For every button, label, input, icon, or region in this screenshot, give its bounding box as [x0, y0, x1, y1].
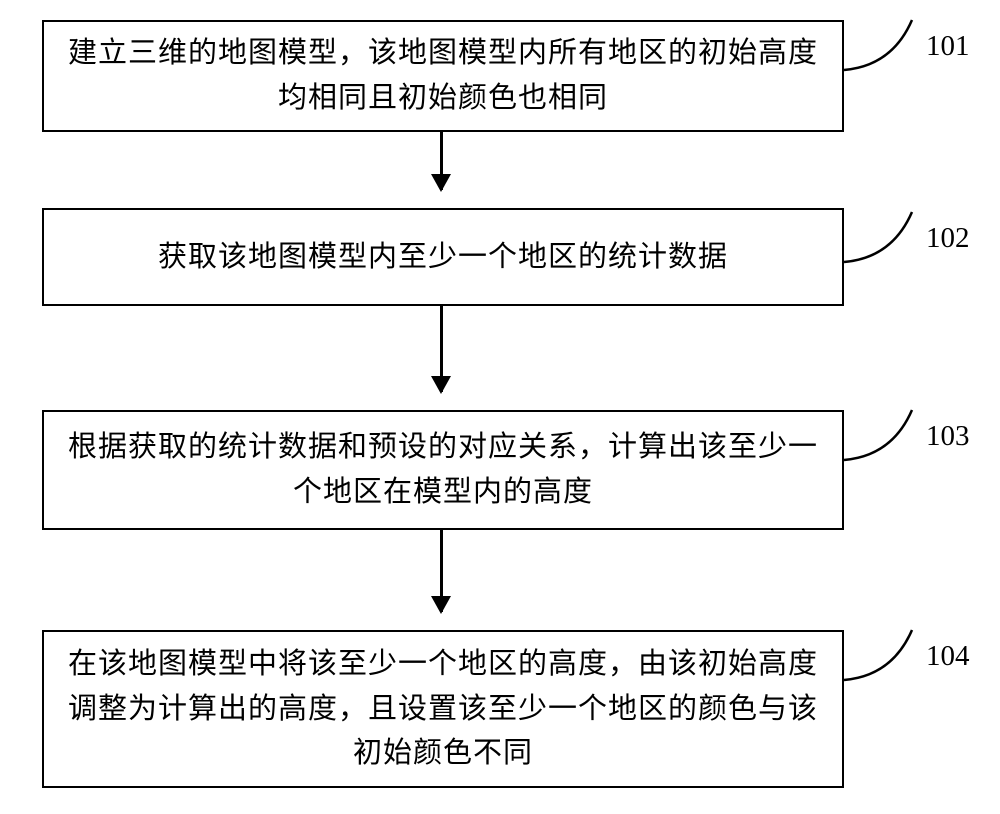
step-box-102: 获取该地图模型内至少一个地区的统计数据 — [42, 208, 844, 306]
step-box-104: 在该地图模型中将该至少一个地区的高度，由该初始高度调整为计算出的高度，且设置该至… — [42, 630, 844, 788]
label-103: 103 — [926, 420, 970, 453]
label-104: 104 — [926, 640, 970, 673]
arrow-2-3 — [440, 306, 443, 392]
step-text: 在该地图模型中将该至少一个地区的高度，由该初始高度调整为计算出的高度，且设置该至… — [64, 642, 822, 777]
step-text: 建立三维的地图模型，该地图模型内所有地区的初始高度均相同且初始颜色也相同 — [64, 31, 822, 121]
label-102: 102 — [926, 222, 970, 255]
connector-102 — [844, 210, 930, 266]
arrow-3-4 — [440, 530, 443, 612]
connector-103 — [844, 408, 930, 464]
step-text: 根据获取的统计数据和预设的对应关系，计算出该至少一个地区在模型内的高度 — [64, 425, 822, 515]
arrow-1-2 — [440, 132, 443, 190]
label-101: 101 — [926, 30, 970, 63]
step-text: 获取该地图模型内至少一个地区的统计数据 — [158, 235, 728, 280]
step-box-103: 根据获取的统计数据和预设的对应关系，计算出该至少一个地区在模型内的高度 — [42, 410, 844, 530]
connector-104 — [844, 628, 930, 684]
step-box-101: 建立三维的地图模型，该地图模型内所有地区的初始高度均相同且初始颜色也相同 — [42, 20, 844, 132]
connector-101 — [844, 18, 930, 74]
flowchart-container: 建立三维的地图模型，该地图模型内所有地区的初始高度均相同且初始颜色也相同 获取该… — [0, 0, 1000, 814]
